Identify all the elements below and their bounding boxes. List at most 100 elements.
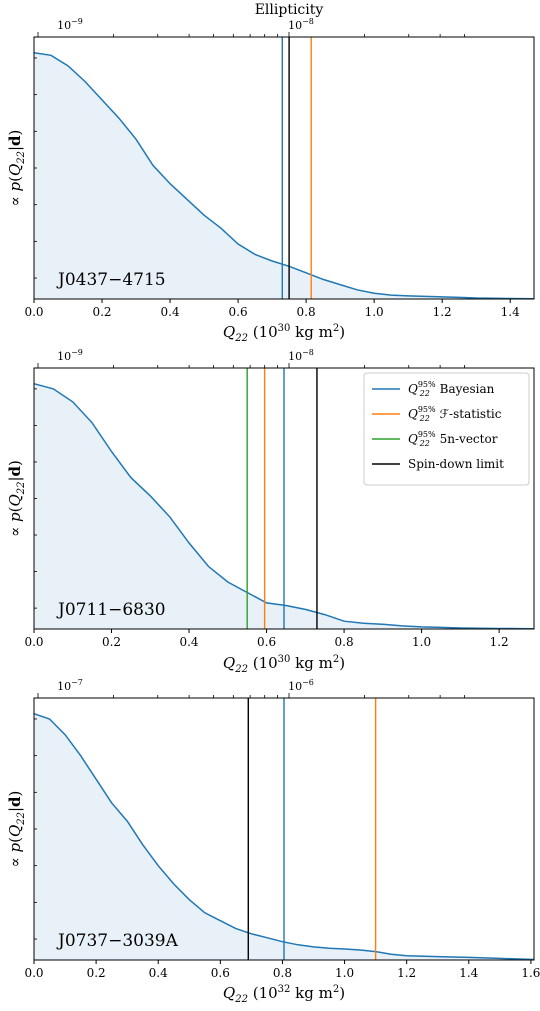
x-axis-label-sub: 22 (234, 664, 248, 675)
x-axis-label-unit: (10 (248, 654, 278, 672)
x-axis-label-exp: 32 (278, 984, 291, 995)
legend-label-rest: Bayesian (436, 382, 495, 396)
top-axis-label: 10−7 (57, 678, 83, 693)
x-tick-label: 0.8 (297, 305, 316, 319)
pulsar-name: J0737−3039A (56, 931, 179, 951)
y-axis-label-prop: ∝ (6, 192, 24, 207)
x-tick-label: 0.8 (273, 966, 292, 980)
x-axis-label-close: ) (339, 654, 345, 672)
x-tick-label: 1.4 (459, 966, 478, 980)
x-tick-label: 0.2 (92, 305, 111, 319)
x-axis-label: Q22 (1032 kg m2) (223, 984, 345, 1005)
legend-label-main: Q (408, 407, 418, 421)
pulsar-name: J0711−6830 (56, 600, 166, 620)
legend-label-sub: 22 (419, 389, 430, 398)
x-tick-label: 1.2 (433, 305, 452, 319)
x-tick-label: 0.8 (335, 635, 354, 649)
top-axis-label: 10−9 (57, 17, 83, 32)
y-axis-label-prop: ∝ (6, 522, 24, 537)
x-tick-label: 0.6 (211, 966, 230, 980)
x-tick-label: 0.4 (161, 305, 180, 319)
top-axis-label-base: 10 (57, 350, 71, 363)
legend-label-rest: 5n-vector (436, 432, 498, 446)
x-tick-label: 0.0 (24, 635, 43, 649)
y-axis-label-p: p (6, 182, 24, 192)
legend-box (363, 372, 530, 486)
y-axis-label-close: ) (6, 791, 24, 797)
x-axis-label-main: Q (223, 984, 235, 1002)
top-axis-label-exp: −8 (302, 17, 314, 26)
top-axis-label-exp: −6 (302, 678, 314, 687)
legend-label-sub: 22 (419, 439, 430, 448)
y-axis-label-sub: 22 (16, 151, 27, 165)
x-axis-label-exp2: 2 (333, 654, 339, 665)
x-axis-label-exp2: 2 (333, 984, 339, 995)
x-axis-label-sub: 22 (234, 333, 248, 344)
top-axis-label-exp: −8 (302, 348, 314, 357)
x-axis-label-main: Q (223, 323, 235, 341)
posterior-line (33, 712, 535, 961)
y-axis-label-prop: ∝ (6, 853, 24, 868)
y-axis-label-sub: 22 (16, 481, 27, 495)
x-axis-label-close: ) (339, 984, 345, 1002)
legend-label-main: Q (408, 382, 418, 396)
x-axis-label-main: Q (223, 654, 235, 672)
x-tick-label: 1.4 (501, 305, 520, 319)
x-axis-label-close: ) (339, 323, 345, 341)
y-axis-label-q: Q (6, 494, 24, 506)
top-axis-label-exp: −9 (71, 17, 83, 26)
top-axis-label-exp: −7 (71, 678, 83, 687)
top-axis-label-base: 10 (288, 350, 302, 363)
posterior-fill (34, 713, 534, 960)
legend-label: Q95% 22 ℱ-statistic (408, 405, 502, 423)
x-axis-label-exp2: 2 (333, 323, 339, 334)
legend-label: Spin-down limit (408, 457, 504, 471)
y-axis-label-p: p (6, 843, 24, 853)
top-axis-label-base: 10 (57, 680, 71, 693)
x-axis-label-unit2: kg m (290, 654, 332, 672)
x-axis-label: Q22 (1030 kg m2) (223, 654, 345, 675)
posterior-line (33, 382, 535, 630)
x-axis-label-exp: 30 (278, 654, 291, 665)
y-axis-label-open: ( (6, 507, 24, 513)
top-axis-label-base: 10 (57, 19, 71, 32)
top-axis-label: 10−8 (288, 17, 314, 32)
top-axis-label-exp: −9 (71, 348, 83, 357)
x-tick-label: 1.0 (335, 966, 354, 980)
y-axis-label-q: Q (6, 825, 24, 837)
y-axis-label-d: d (6, 465, 24, 476)
top-axis-label: 10−6 (288, 678, 314, 693)
legend-label-sup: 95% (418, 430, 436, 439)
y-axis-label-bar: | (6, 807, 24, 812)
posterior-line (33, 51, 535, 300)
x-tick-label: 0.6 (257, 635, 276, 649)
legend-label-sub: 22 (419, 414, 430, 423)
y-axis-label-open: ( (6, 176, 24, 182)
legend-label: Q95% 22 Bayesian (408, 380, 495, 398)
x-tick-label: 0.2 (102, 635, 121, 649)
x-axis-label-unit2: kg m (290, 323, 332, 341)
x-tick-label: 1.0 (412, 635, 431, 649)
y-axis-label-bar: | (6, 146, 24, 151)
x-tick-label: 0.0 (24, 966, 43, 980)
legend-label-sup: 95% (418, 380, 436, 389)
legend-label-rest: Spin-down limit (408, 457, 504, 471)
pulsar-name: J0437−4715 (56, 270, 166, 290)
y-axis-label-sub: 22 (16, 812, 27, 826)
x-tick-label: 1.0 (365, 305, 384, 319)
x-axis-label-exp: 30 (278, 323, 291, 334)
y-axis-label-d: d (6, 135, 24, 146)
y-axis-label-p: p (6, 512, 24, 522)
x-axis-label-unit2: kg m (290, 984, 332, 1002)
x-tick-label: 1.2 (490, 635, 509, 649)
x-tick-label: 1.2 (397, 966, 416, 980)
top-axis-label-base: 10 (288, 19, 302, 32)
y-axis-label-d: d (6, 796, 24, 807)
posterior-fill (34, 52, 534, 300)
panel-3: 0.0 0.2 0.4 0.6 0.8 1.0 1.2 1.4 1.610−7 10−6J0737… (6, 678, 540, 1005)
x-axis-label-unit: (10 (248, 323, 278, 341)
top-axis-title: Ellipticity (255, 2, 324, 18)
top-axis-label-base: 10 (288, 680, 302, 693)
y-axis-label-q: Q (6, 164, 24, 176)
